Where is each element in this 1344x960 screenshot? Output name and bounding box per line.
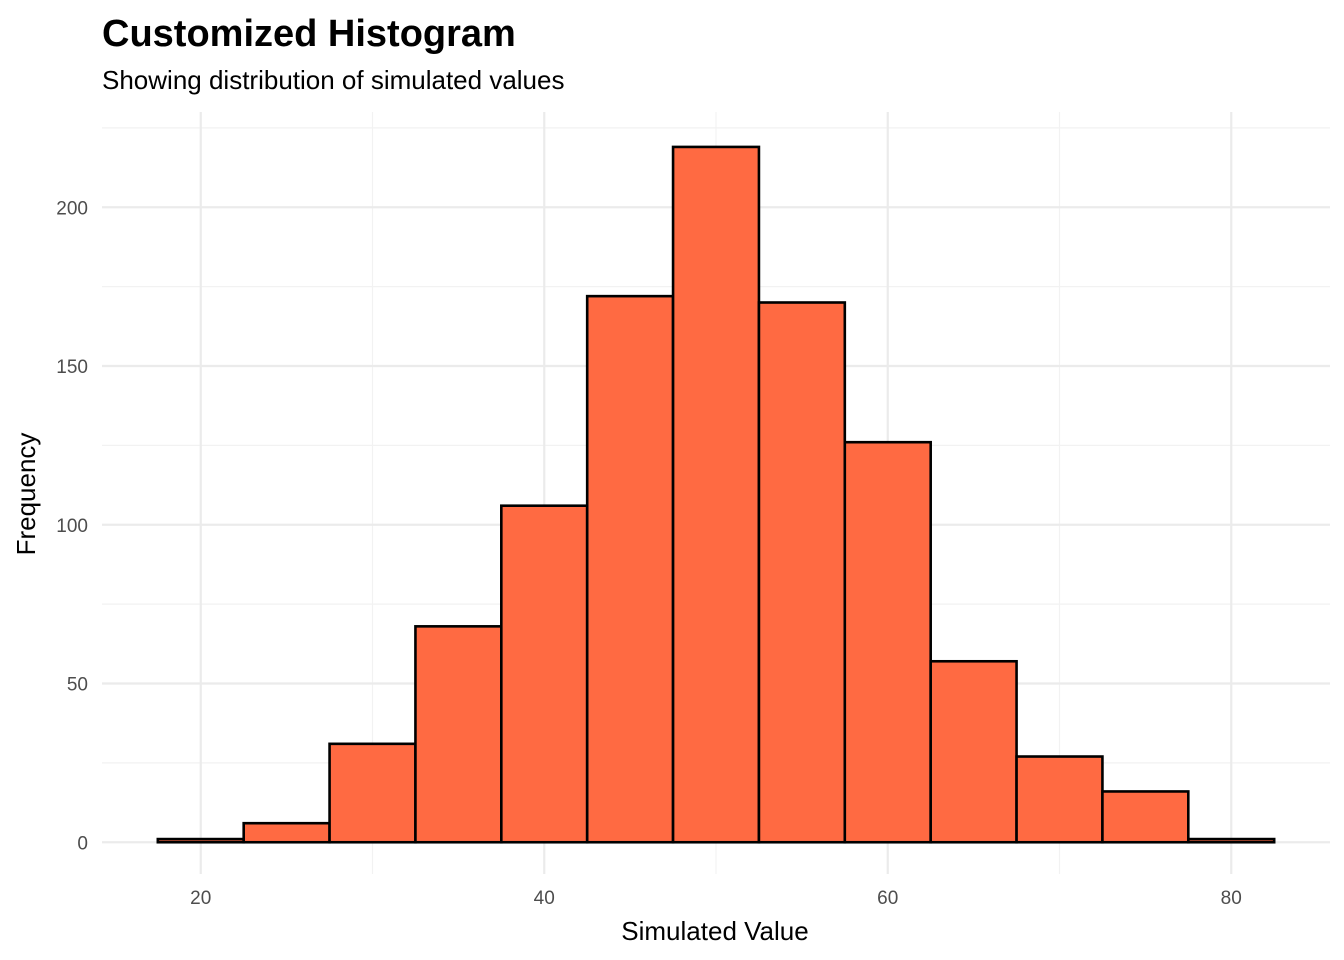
y-axis-title: Frequency [11,433,41,556]
x-axis-title: Simulated Value [621,916,808,946]
histogram-bar [1101,790,1190,844]
histogram-bars [156,145,1276,844]
histogram-bar [414,625,503,844]
x-tick-label: 40 [534,888,555,909]
y-tick-label: 50 [67,675,88,696]
histogram-bar [843,440,932,844]
x-tick-label: 80 [1221,888,1242,909]
y-tick-label: 100 [56,516,88,537]
y-tick-label: 200 [56,198,88,219]
histogram-bar [929,659,1018,844]
y-tick-label: 0 [77,833,88,854]
histogram-bar [500,504,589,844]
y-axis-tick-labels: 0 50 100 150 200 [56,198,88,854]
x-axis-tick-labels: 20 40 60 80 [190,888,1242,909]
plot-panel [102,112,1330,874]
histogram-bar [242,821,331,844]
histogram-bar [328,742,417,844]
histogram-bar [156,837,245,844]
histogram-bar [585,294,675,844]
chart-subtitle: Showing distribution of simulated values [102,65,564,95]
x-tick-label: 60 [877,888,898,909]
histogram-bar [671,145,761,844]
x-tick-label: 20 [190,888,211,909]
histogram-bar [757,301,847,844]
chart-title: Customized Histogram [102,13,516,55]
y-tick-label: 150 [56,357,88,378]
histogram-bar [1187,837,1276,844]
histogram-bar [1015,755,1104,844]
